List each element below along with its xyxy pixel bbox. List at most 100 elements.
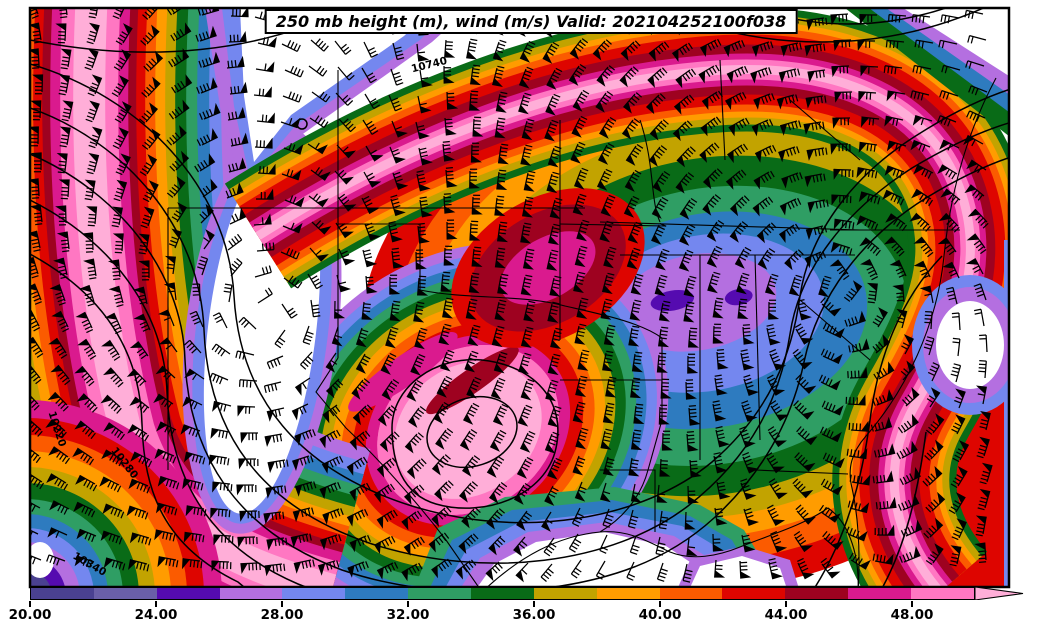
wind-barb-icon bbox=[776, 94, 799, 110]
wind-barb-icon bbox=[860, 116, 880, 128]
wind-barb-icon bbox=[795, 504, 816, 525]
wind-barb-icon bbox=[321, 455, 344, 474]
wind-barb-icon bbox=[753, 170, 775, 190]
wind-barb-icon bbox=[391, 120, 408, 138]
wind-barb-icon bbox=[104, 312, 122, 335]
wind-barb-icon bbox=[806, 147, 828, 161]
wind-barb-icon bbox=[107, 259, 121, 281]
wind-barb-icon bbox=[792, 348, 813, 370]
wind-barb-icon bbox=[337, 193, 357, 212]
wind-barb-icon bbox=[236, 484, 257, 496]
wind-barb-icon bbox=[380, 352, 397, 375]
wind-barb-icon bbox=[319, 482, 341, 500]
wind-barb-icon bbox=[446, 219, 458, 240]
wind-barb-icon bbox=[847, 366, 868, 379]
wind-barb-icon bbox=[716, 481, 731, 500]
wind-barb-icon bbox=[180, 424, 201, 438]
wind-barb-icon bbox=[30, 204, 43, 226]
wind-barb-icon bbox=[465, 298, 478, 320]
wind-barb-icon bbox=[213, 534, 234, 546]
wind-barb-icon bbox=[568, 533, 582, 553]
wind-barb-icon bbox=[648, 145, 668, 167]
wind-barb-icon bbox=[263, 511, 285, 525]
wind-barb-icon bbox=[570, 559, 582, 579]
wind-barb-icon bbox=[443, 65, 455, 84]
wind-barb-icon bbox=[389, 274, 401, 295]
wind-barb-icon bbox=[494, 195, 506, 217]
wind-barb-icon bbox=[267, 459, 289, 474]
wind-barb-icon bbox=[901, 334, 914, 355]
wind-barb-icon bbox=[873, 361, 895, 381]
wind-barb-icon bbox=[130, 451, 153, 468]
wind-barb-icon bbox=[712, 400, 727, 422]
wind-barb-icon bbox=[212, 481, 233, 493]
wind-barb-icon bbox=[458, 533, 479, 554]
wind-barb-icon bbox=[322, 508, 344, 525]
wind-barb-icon bbox=[389, 300, 401, 322]
wind-barb-icon bbox=[266, 407, 285, 422]
wind-barb-icon bbox=[492, 65, 505, 87]
wind-barb-icon bbox=[807, 199, 829, 214]
wind-barb-icon bbox=[859, 237, 881, 256]
wind-barb-icon bbox=[651, 196, 669, 219]
wind-barb-icon bbox=[630, 483, 642, 503]
wind-barb-icon bbox=[485, 561, 503, 582]
wind-barb-icon bbox=[284, 195, 305, 208]
wind-barb-icon bbox=[570, 141, 586, 164]
wind-barb-icon bbox=[626, 561, 636, 581]
wind-barb-icon bbox=[497, 143, 509, 165]
wind-barb-icon bbox=[750, 67, 772, 84]
wind-barb-icon bbox=[829, 259, 850, 281]
wind-barb-icon bbox=[913, 164, 934, 179]
wind-barb-icon bbox=[73, 501, 96, 518]
wind-barb-icon bbox=[631, 351, 643, 373]
wind-barb-icon bbox=[401, 562, 423, 582]
wind-barb-icon bbox=[949, 545, 962, 567]
wind-barb-icon bbox=[941, 64, 961, 74]
wind-barb-icon bbox=[513, 482, 532, 505]
wind-barb-icon bbox=[211, 343, 231, 357]
wind-barb-icon bbox=[659, 458, 671, 477]
wind-barb-icon bbox=[108, 285, 124, 308]
wind-barb-icon bbox=[568, 63, 587, 86]
wind-barb-icon bbox=[912, 64, 932, 75]
wind-barb-icon bbox=[848, 420, 869, 432]
wind-barb-icon bbox=[196, 128, 219, 147]
wind-barb-icon bbox=[545, 379, 559, 402]
wind-barb-icon bbox=[154, 448, 177, 464]
wind-barb-icon bbox=[575, 375, 588, 397]
colorbar-tick-label: 32.00 bbox=[386, 607, 430, 623]
wind-barb-icon bbox=[415, 121, 430, 140]
wind-barb-icon bbox=[793, 400, 815, 420]
wind-barb-icon bbox=[257, 163, 276, 175]
wind-barb-icon bbox=[385, 326, 399, 349]
wind-barb-icon bbox=[914, 39, 934, 49]
wind-barb-icon bbox=[950, 363, 962, 383]
wind-barb-icon bbox=[600, 428, 613, 450]
wind-barb-icon bbox=[939, 139, 960, 151]
wind-barb-icon bbox=[229, 81, 248, 95]
wind-barb-icon bbox=[363, 41, 378, 58]
wind-barb-icon bbox=[886, 140, 907, 152]
wind-barb-icon bbox=[700, 38, 722, 58]
wind-barb-icon bbox=[964, 9, 984, 20]
wind-barb-icon bbox=[361, 301, 373, 320]
wind-barb-icon bbox=[237, 536, 258, 548]
wind-barb-icon bbox=[319, 534, 342, 551]
wind-barb-icon bbox=[872, 307, 888, 328]
wind-barb-icon bbox=[282, 222, 303, 234]
wind-barb-icon bbox=[547, 301, 560, 323]
colorbar-tick-label: 36.00 bbox=[512, 607, 556, 623]
wind-barb-icon bbox=[518, 92, 532, 115]
wind-barb-icon bbox=[47, 527, 68, 539]
wind-barb-icon bbox=[389, 146, 406, 164]
wind-barb-icon bbox=[675, 172, 695, 194]
wind-barb-icon bbox=[883, 65, 903, 75]
wind-barb-icon bbox=[256, 242, 275, 252]
wind-barb-icon bbox=[310, 167, 331, 181]
wind-barb-icon bbox=[115, 23, 133, 46]
wind-barb-icon bbox=[86, 22, 100, 45]
wind-barb-icon bbox=[542, 41, 560, 64]
wind-barb-icon bbox=[283, 142, 304, 155]
wind-barb-icon bbox=[716, 348, 729, 370]
